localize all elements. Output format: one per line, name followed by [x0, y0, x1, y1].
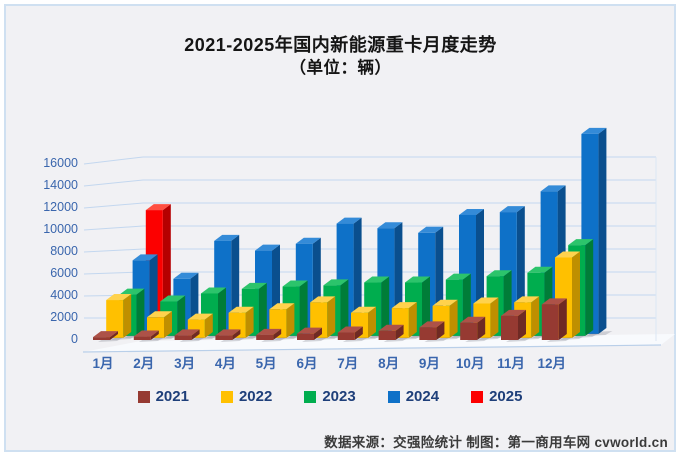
- bar-2021-m4: [215, 329, 247, 342]
- bar-2021-m2: [133, 330, 165, 342]
- x-axis-label-m11: 11月: [497, 356, 525, 371]
- bar-2022-m6: [310, 296, 342, 340]
- y-axis-tick-label: 0: [71, 332, 78, 346]
- x-axis-label-m9: 9月: [418, 356, 440, 371]
- legend-swatch-2021: [137, 390, 150, 403]
- x-axis-label-m12: 12月: [537, 356, 567, 371]
- bar-2021-m9: [419, 321, 451, 342]
- legend-label-2022: 2022: [238, 388, 273, 405]
- legend-label-2025: 2025: [489, 388, 523, 405]
- source-note: 数据来源：交强险统计 制图：第一商用车网 cvworld.cn: [324, 435, 668, 450]
- x-axis-label-m1: 1月: [92, 356, 114, 371]
- y-axis-tick-label: 16000: [43, 156, 78, 170]
- legend-item-2023: 2023: [304, 388, 356, 405]
- chart-subtitle: （单位：辆）: [289, 59, 392, 77]
- legend-item-2024: 2024: [387, 388, 440, 405]
- legend-swatch-2023: [304, 390, 317, 403]
- y-axis-tick-label: 4000: [50, 288, 78, 302]
- bar-2022-m1: [106, 294, 138, 340]
- bar-2021-m7: [337, 326, 369, 342]
- bar-2021-m1: [93, 331, 124, 342]
- bar-2022-m2: [147, 311, 178, 340]
- x-axis-label-m7: 7月: [337, 356, 359, 371]
- x-axis-label-m3: 3月: [174, 356, 196, 371]
- x-axis-baseline: [82, 344, 662, 353]
- x-axis-label-m2: 2月: [133, 356, 155, 371]
- x-axis-label-m10: 10月: [455, 356, 485, 371]
- chart-title: 2021-2025年国内新能源重卡月度走势: [184, 35, 497, 55]
- bar-2021-m8: [378, 324, 410, 342]
- y-axis-tick-label: 12000: [43, 200, 78, 214]
- legend-label-2024: 2024: [405, 388, 440, 405]
- legend: 2021 2022 2023 2024 2025: [0, 388, 660, 405]
- x-axis-label-m6: 6月: [296, 356, 318, 371]
- bar-2021-m3: [174, 329, 206, 342]
- y-axis-tick-label: 10000: [43, 222, 78, 236]
- bar-2021-m5: [256, 328, 288, 342]
- legend-label-2023: 2023: [322, 388, 356, 405]
- legend-swatch-2025: [471, 390, 484, 403]
- bar-2021-m10: [460, 316, 492, 342]
- title-block: 2021-2025年国内新能源重卡月度走势 （单位：辆）: [0, 33, 681, 79]
- x-axis-label-m8: 8月: [378, 356, 400, 371]
- legend-item-2021: 2021: [137, 388, 189, 405]
- y-axis-tick-label: 8000: [50, 244, 78, 258]
- bar-2021-m6: [297, 327, 328, 342]
- legend-swatch-2024: [387, 390, 400, 403]
- gridline-16000: [83, 156, 656, 165]
- y-axis-tick-label: 14000: [43, 178, 78, 192]
- gridline-12000: [83, 202, 656, 209]
- legend-item-2022: 2022: [220, 388, 273, 405]
- bar-2021-m11: [501, 309, 532, 342]
- gridline-14000: [83, 179, 656, 187]
- x-axis-label-m5: 5月: [255, 356, 277, 371]
- x-axis-label-m4: 4月: [214, 356, 236, 371]
- chart-floor: [83, 334, 675, 352]
- bar-2022-m5: [269, 303, 301, 340]
- legend-item-2025: 2025: [471, 388, 522, 405]
- y-axis-tick-label: 6000: [50, 266, 78, 280]
- legend-swatch-2022: [220, 390, 233, 403]
- bar-2021-m12: [541, 298, 573, 342]
- y-axis-tick-label: 2000: [50, 310, 78, 324]
- legend-label-2021: 2021: [155, 388, 189, 405]
